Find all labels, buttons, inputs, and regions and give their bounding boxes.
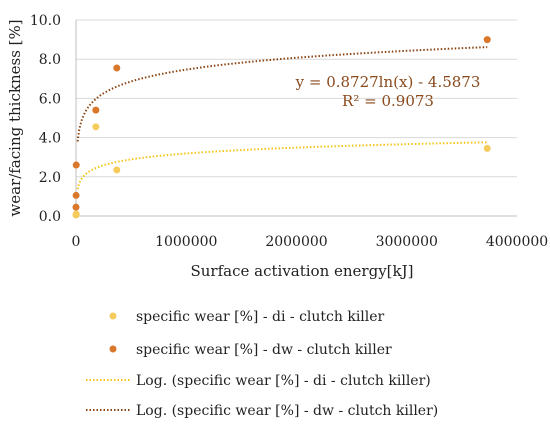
trendline-0 [78, 142, 488, 189]
data-point-series-1 [73, 204, 80, 211]
y-tick-label: 10.0 [30, 13, 61, 29]
y-tick-label: 0.0 [39, 209, 61, 225]
x-axis-label: Surface activation energy[kJ] [191, 262, 414, 280]
data-point-series-1 [113, 65, 120, 72]
legend-marker-di [110, 313, 117, 320]
legend-label-di: specific wear [%] - di - clutch killer [136, 309, 385, 325]
x-tick-label: 0 [72, 234, 81, 250]
y-tick-label: 6.0 [39, 91, 61, 107]
axes [76, 20, 517, 216]
data-point-series-1 [73, 192, 80, 199]
legend-label-dw-trend: Log. (specific wear [%] - dw - clutch ki… [136, 403, 438, 419]
legend-marker-dw [110, 346, 117, 353]
data-point-series-1 [484, 36, 491, 43]
x-tick-label: 4000000 [486, 234, 548, 250]
data-point-series-1 [73, 162, 80, 169]
legend-label-di-trend: Log. (specific wear [%] - di - clutch ki… [136, 373, 431, 389]
data-point-series-1 [92, 107, 99, 114]
data-point-series-0 [484, 145, 491, 152]
y-axis-label: wear/facing thickness [%] [6, 19, 24, 216]
y-tick-label: 2.0 [39, 170, 61, 186]
y-tick-label: 8.0 [39, 52, 61, 68]
y-tick-label: 4.0 [39, 131, 61, 147]
data-points [73, 36, 491, 218]
gridlines [76, 20, 517, 177]
legend-label-dw: specific wear [%] - dw - clutch killer [136, 342, 392, 358]
trendline-r-squared: R² = 0.9073 [342, 92, 434, 110]
tick-labels: 0.0 2.0 4.0 6.0 8.0 10.0 0 1000000 2000000 300000… [30, 13, 548, 250]
legend: specific wear [%] - di - clutch killer s… [86, 309, 438, 419]
x-tick-label: 1000000 [155, 234, 217, 250]
x-tick-label: 3000000 [376, 234, 438, 250]
trendlines [78, 47, 488, 189]
data-point-series-0 [113, 166, 120, 173]
x-tick-label: 2000000 [265, 234, 327, 250]
data-point-series-0 [73, 211, 80, 218]
data-point-series-0 [92, 123, 99, 130]
trendline-equation: y = 0.8727ln(x) - 4.5873 [295, 73, 481, 91]
